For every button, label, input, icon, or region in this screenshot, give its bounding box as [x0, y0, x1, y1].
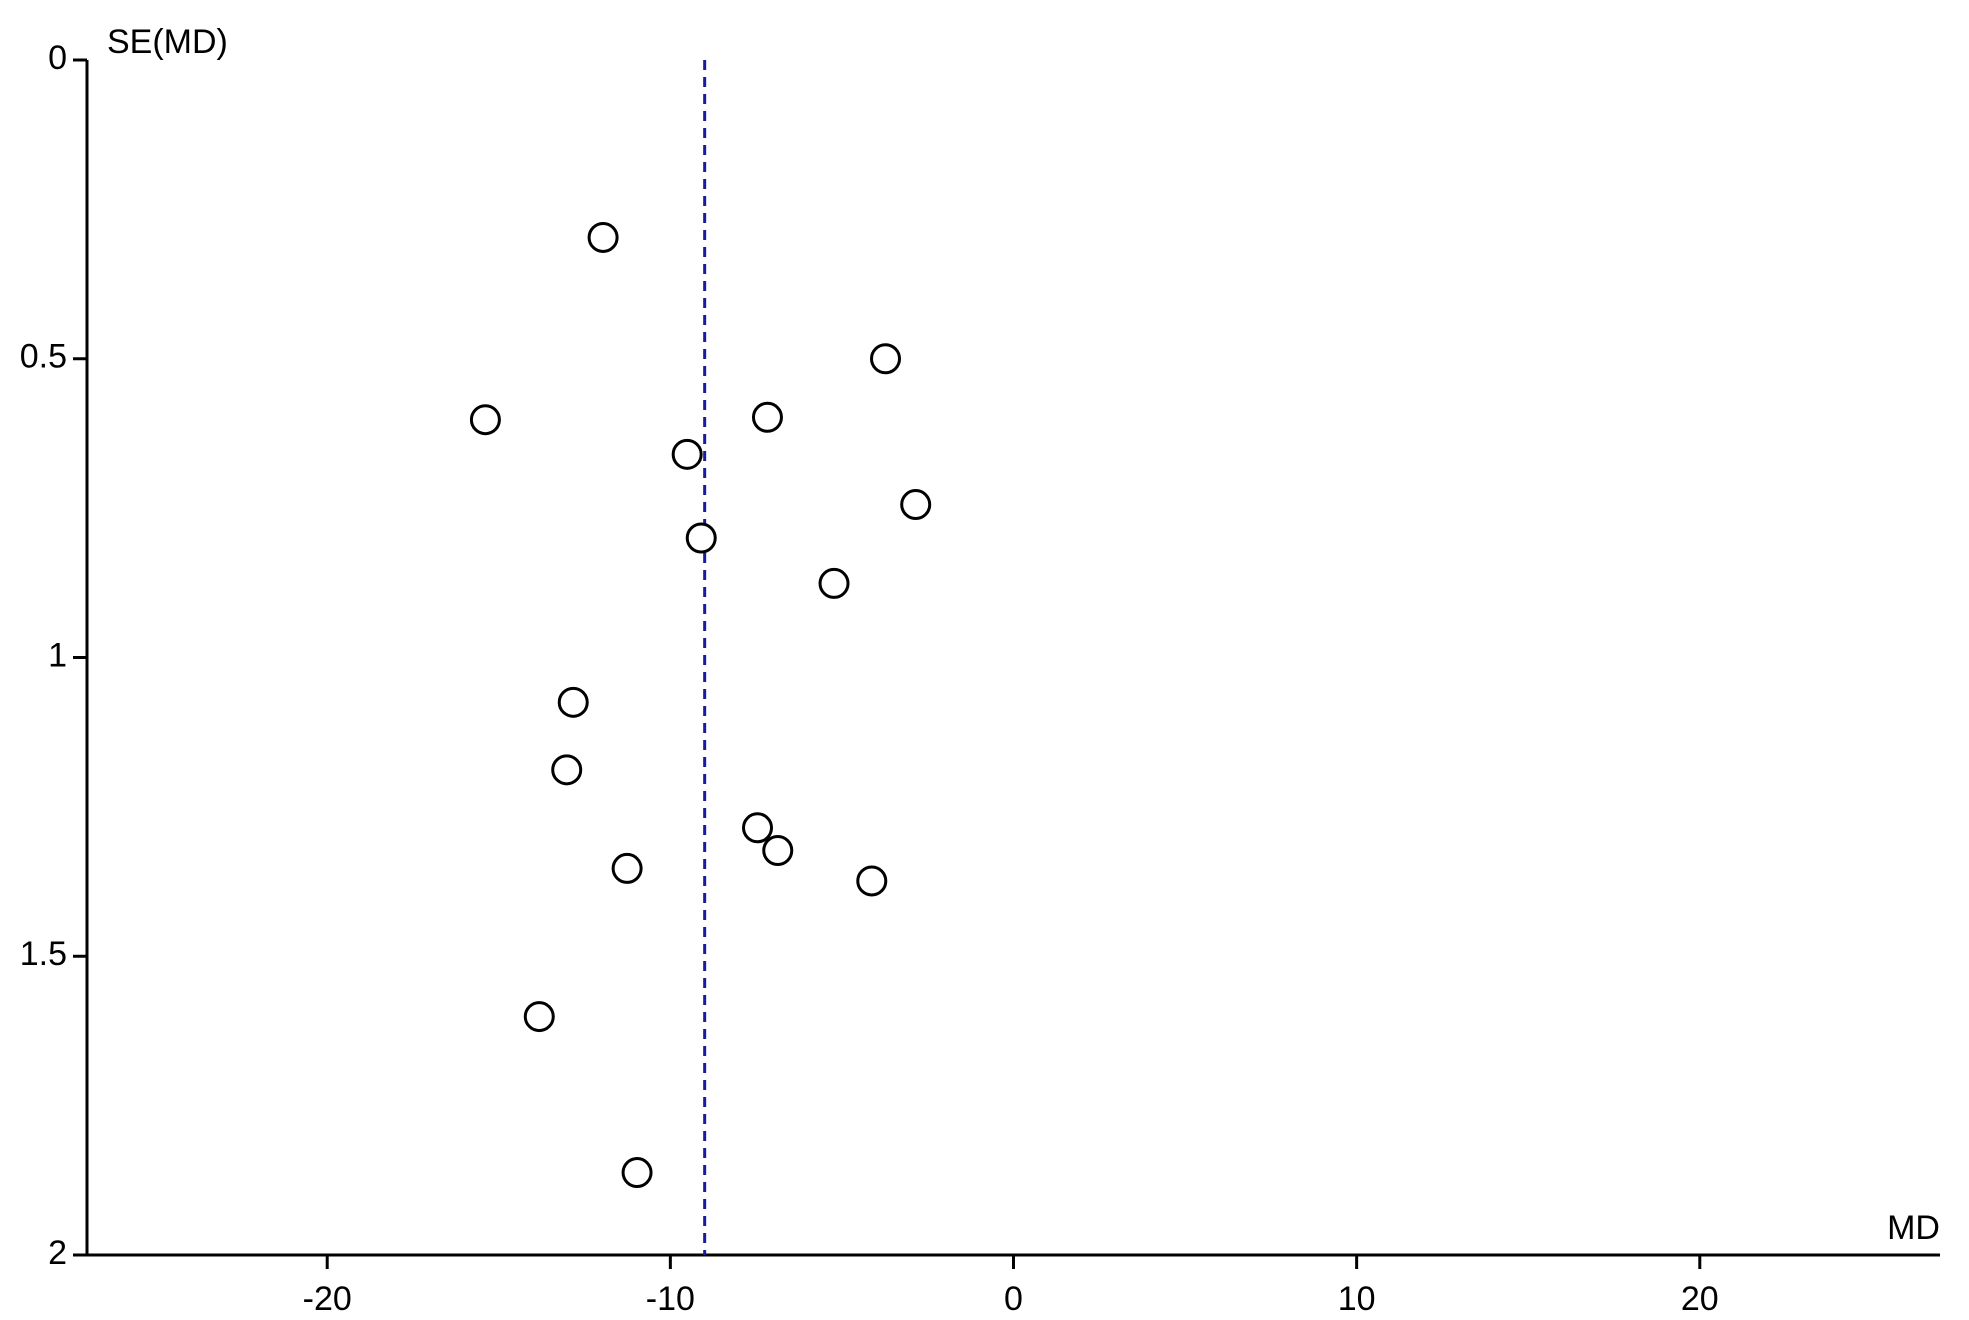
point: [469, 404, 501, 436]
point: [751, 401, 783, 433]
x-tick-label: 0: [1004, 1280, 1023, 1318]
point: [900, 489, 932, 521]
point: [870, 343, 902, 375]
y-tick-label: 1: [48, 636, 67, 674]
x-tick-label: -10: [646, 1280, 695, 1318]
point: [671, 438, 703, 470]
y-axis-label: SE(MD): [107, 23, 228, 61]
y-tick-label: 0.5: [20, 338, 67, 376]
point: [685, 522, 717, 554]
y-tick-label: 2: [48, 1234, 67, 1272]
y-tick-label: 1.5: [20, 935, 67, 973]
x-tick-label: 20: [1681, 1280, 1719, 1318]
point: [856, 865, 888, 897]
point: [742, 812, 774, 844]
x-axis-label: MD: [1887, 1209, 1940, 1247]
point: [762, 834, 794, 866]
point: [551, 754, 583, 786]
point: [611, 852, 643, 884]
point: [557, 686, 589, 718]
point: [587, 221, 619, 253]
point: [523, 1001, 555, 1033]
y-tick-label: 0: [48, 39, 67, 77]
x-tick-label: 10: [1338, 1280, 1376, 1318]
point: [621, 1157, 653, 1189]
point: [818, 567, 850, 599]
x-tick-label: -20: [303, 1280, 352, 1318]
